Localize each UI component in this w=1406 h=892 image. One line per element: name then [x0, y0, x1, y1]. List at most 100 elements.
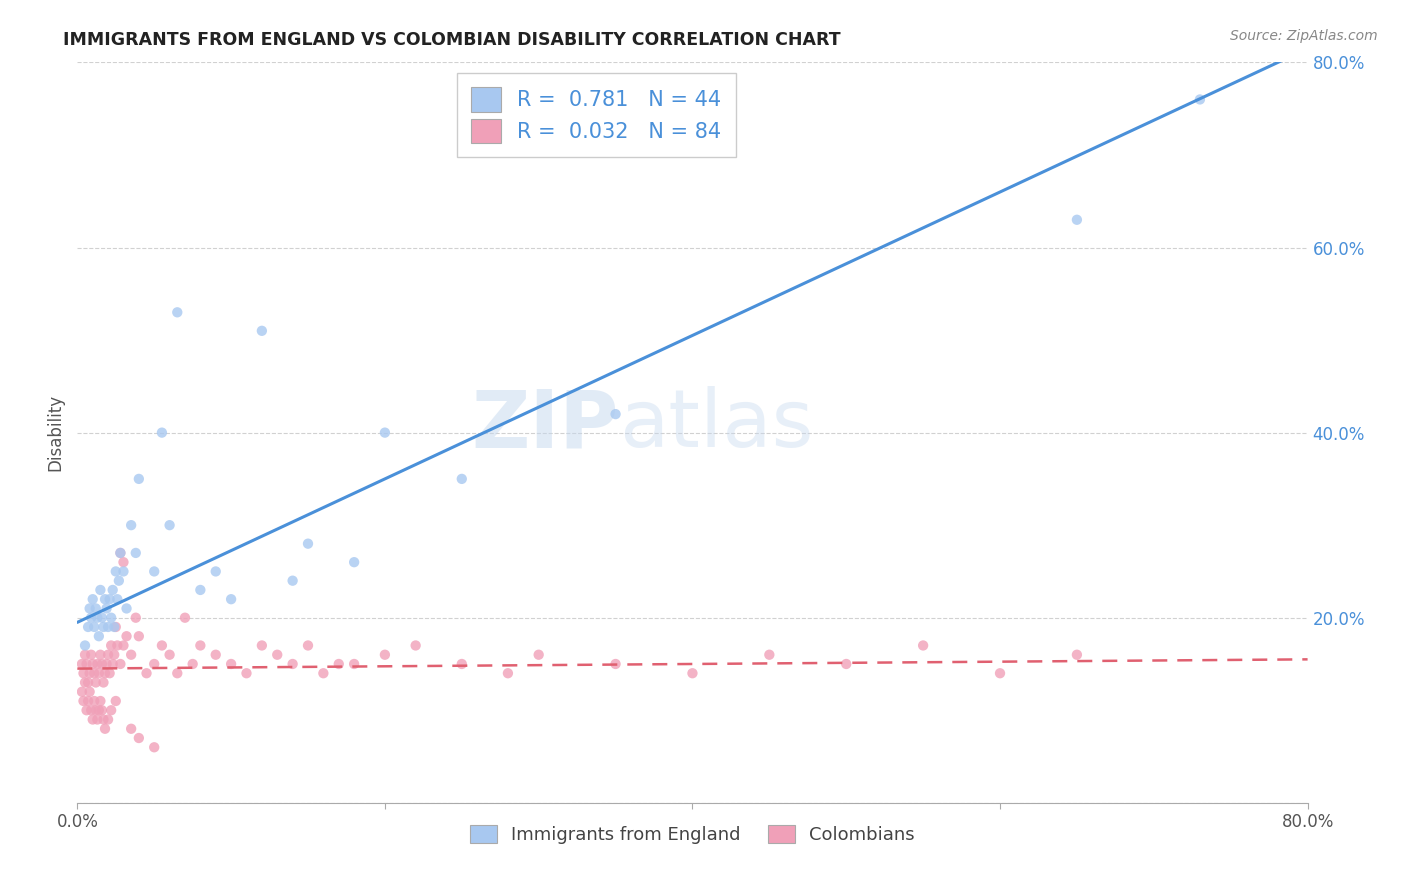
- Point: [143, 740, 166, 755]
- Point: [80, 610, 103, 624]
- Point: [73, 648, 96, 662]
- Point: [297, 536, 319, 550]
- Point: [97, 713, 120, 727]
- Point: [73, 639, 96, 653]
- Point: [343, 657, 366, 671]
- Point: [104, 565, 127, 579]
- Point: [101, 657, 124, 671]
- Point: [374, 648, 396, 662]
- Point: [101, 582, 124, 597]
- Text: IMMIGRANTS FROM ENGLAND VS COLOMBIAN DISABILITY CORRELATION CHART: IMMIGRANTS FROM ENGLAND VS COLOMBIAN DIS…: [63, 31, 841, 49]
- Point: [281, 574, 304, 588]
- Point: [605, 407, 627, 421]
- Point: [281, 657, 304, 671]
- Point: [758, 648, 780, 662]
- Point: [76, 703, 98, 717]
- Point: [82, 592, 104, 607]
- Point: [128, 472, 150, 486]
- Point: [912, 639, 935, 653]
- Point: [90, 657, 114, 671]
- Point: [100, 703, 122, 717]
- Point: [450, 472, 472, 486]
- Point: [94, 666, 117, 681]
- Point: [219, 592, 242, 607]
- Point: [103, 620, 125, 634]
- Point: [128, 731, 150, 745]
- Point: [100, 610, 122, 624]
- Point: [84, 703, 107, 717]
- Point: [188, 582, 212, 597]
- Point: [128, 629, 150, 643]
- Point: [204, 648, 226, 662]
- Point: [188, 639, 212, 653]
- Text: ZIP: ZIP: [471, 386, 619, 464]
- Point: [150, 425, 173, 440]
- Y-axis label: Disability: Disability: [46, 394, 65, 471]
- Point: [90, 703, 114, 717]
- Point: [76, 657, 98, 671]
- Point: [79, 601, 101, 615]
- Point: [1066, 648, 1088, 662]
- Point: [90, 610, 114, 624]
- Point: [328, 657, 350, 671]
- Point: [1188, 92, 1211, 106]
- Point: [89, 694, 111, 708]
- Point: [103, 648, 125, 662]
- Point: [105, 639, 128, 653]
- Point: [112, 639, 135, 653]
- Point: [166, 305, 188, 319]
- Point: [97, 648, 120, 662]
- Point: [73, 675, 96, 690]
- Point: [89, 648, 111, 662]
- Point: [80, 703, 103, 717]
- Point: [174, 610, 197, 624]
- Point: [450, 657, 472, 671]
- Point: [143, 657, 166, 671]
- Point: [83, 620, 105, 634]
- Point: [94, 722, 117, 736]
- Point: [605, 657, 627, 671]
- Point: [82, 657, 104, 671]
- Point: [405, 639, 427, 653]
- Point: [343, 555, 366, 569]
- Point: [84, 601, 107, 615]
- Point: [104, 694, 127, 708]
- Point: [988, 666, 1011, 681]
- Point: [181, 657, 204, 671]
- Point: [79, 685, 101, 699]
- Point: [125, 610, 148, 624]
- Point: [143, 565, 166, 579]
- Point: [110, 546, 132, 560]
- Point: [93, 620, 115, 634]
- Point: [235, 666, 257, 681]
- Point: [87, 703, 110, 717]
- Point: [94, 592, 117, 607]
- Point: [72, 666, 94, 681]
- Point: [166, 666, 188, 681]
- Point: [87, 629, 110, 643]
- Point: [77, 620, 100, 634]
- Point: [84, 675, 107, 690]
- Point: [105, 592, 128, 607]
- Point: [159, 518, 181, 533]
- Point: [86, 713, 108, 727]
- Text: Source: ZipAtlas.com: Source: ZipAtlas.com: [1230, 29, 1378, 43]
- Point: [120, 722, 142, 736]
- Point: [527, 648, 550, 662]
- Point: [1066, 212, 1088, 227]
- Point: [835, 657, 858, 671]
- Point: [496, 666, 519, 681]
- Point: [77, 694, 100, 708]
- Point: [98, 592, 121, 607]
- Point: [93, 713, 115, 727]
- Point: [150, 639, 173, 653]
- Point: [70, 657, 93, 671]
- Point: [83, 666, 105, 681]
- Point: [82, 713, 104, 727]
- Point: [374, 425, 396, 440]
- Legend: Immigrants from England, Colombians: Immigrants from England, Colombians: [461, 815, 924, 853]
- Point: [70, 685, 93, 699]
- Point: [266, 648, 288, 662]
- Point: [115, 629, 138, 643]
- Point: [93, 675, 115, 690]
